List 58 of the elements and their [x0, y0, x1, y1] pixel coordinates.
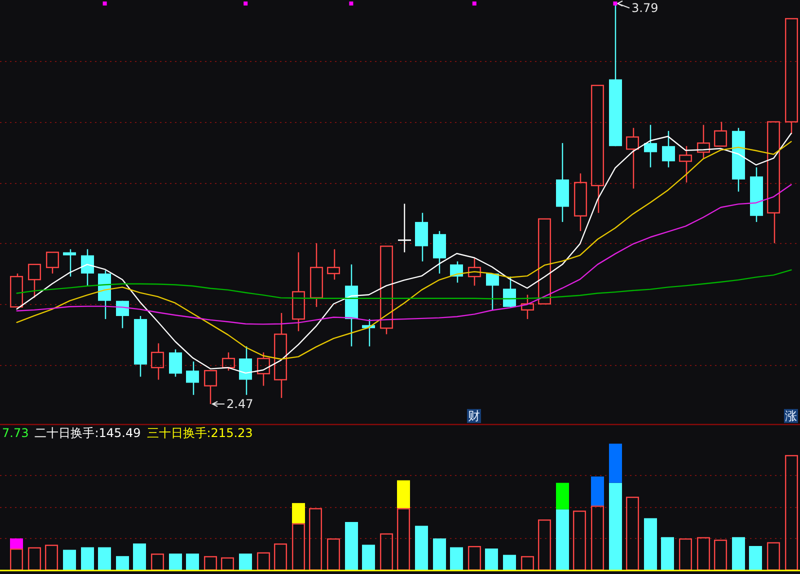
bar — [186, 554, 199, 570]
bar — [327, 538, 340, 571]
bar — [503, 554, 516, 570]
bar — [767, 542, 780, 571]
bar — [468, 546, 481, 571]
bar — [714, 540, 727, 571]
bar — [697, 537, 710, 571]
bar — [10, 548, 23, 571]
bar — [81, 547, 94, 570]
text: 3.79 — [632, 1, 658, 15]
bar — [98, 547, 111, 570]
bar — [116, 556, 129, 570]
bar — [204, 556, 217, 571]
bar — [521, 556, 534, 571]
bar — [345, 522, 358, 570]
bar — [732, 537, 745, 570]
bar — [151, 554, 164, 571]
category-label: 涨 — [784, 409, 798, 423]
bar — [257, 552, 270, 571]
bar — [538, 519, 551, 571]
bar — [609, 444, 622, 483]
bar — [362, 544, 375, 570]
bar — [661, 537, 674, 570]
bar — [626, 496, 639, 571]
bar — [292, 503, 305, 524]
bar — [749, 546, 762, 570]
bar — [609, 482, 622, 570]
bar — [450, 547, 463, 570]
bar — [397, 508, 410, 571]
bar — [309, 508, 322, 571]
bar — [591, 506, 604, 571]
bar — [380, 533, 393, 571]
bar — [591, 476, 604, 506]
text: 2.47 — [226, 397, 254, 411]
bar — [644, 518, 657, 570]
bar — [679, 538, 692, 571]
text: 三十日换手:215.23 — [146, 426, 253, 440]
bar — [556, 482, 569, 510]
text: 二十日换手:145.49 — [34, 426, 141, 440]
bar — [485, 548, 498, 570]
bar — [573, 510, 586, 571]
bar — [221, 557, 234, 571]
bar — [397, 480, 410, 508]
bar — [785, 455, 798, 571]
text: 7.73 — [2, 426, 29, 440]
bar — [28, 547, 41, 571]
bar — [556, 509, 569, 570]
bar — [133, 543, 146, 570]
bar — [274, 543, 287, 571]
category-label: 财 — [467, 409, 481, 423]
bar — [10, 538, 23, 549]
bar — [415, 526, 428, 570]
bar — [169, 554, 182, 570]
bar — [239, 554, 252, 570]
bar — [292, 523, 305, 571]
bar — [45, 544, 58, 571]
bar — [433, 538, 446, 570]
bar — [63, 550, 76, 570]
